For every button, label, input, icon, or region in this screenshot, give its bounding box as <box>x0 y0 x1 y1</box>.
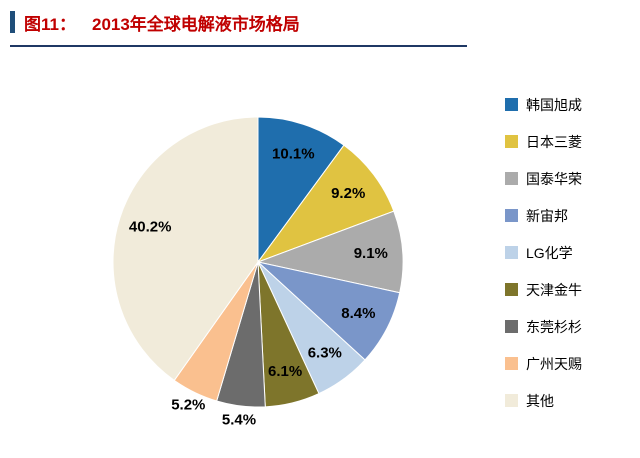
legend-swatch <box>505 357 518 370</box>
legend-swatch <box>505 209 518 222</box>
figure-header: 图11： 2013年全球电解液市场格局 <box>10 10 300 34</box>
pie-value-label: 6.3% <box>308 344 342 361</box>
legend-label: 广州天赐 <box>526 355 582 372</box>
legend-item: 韩国旭成 <box>505 95 582 114</box>
pie-slice-2 <box>256 210 404 294</box>
legend-item: 日本三菱 <box>505 132 582 151</box>
pie-value-label: 6.1% <box>268 363 302 380</box>
pie-value-label: 9.2% <box>331 185 365 202</box>
legend-swatch <box>505 283 518 296</box>
legend-label: 日本三菱 <box>526 133 582 150</box>
legend-swatch <box>505 394 518 407</box>
pie-chart: 10.1% 9.2% 9.1% 8.4% 6.3% 6.1% 5.4% 5.2% 40.2% <box>112 116 404 428</box>
pie-slice-1 <box>256 144 395 264</box>
legend-swatch <box>505 172 518 185</box>
legend-label: 天津金牛 <box>526 281 582 298</box>
legend-label: 其他 <box>526 392 554 409</box>
legend-swatch <box>505 135 518 148</box>
legend-label: 东莞杉杉 <box>526 318 582 335</box>
pie-slice-0 <box>257 116 345 264</box>
title-underline <box>10 45 467 47</box>
legend-item: 东莞杉杉 <box>505 317 582 336</box>
legend-label: 国泰华荣 <box>526 170 582 187</box>
legend-item: LG化学 <box>505 243 582 262</box>
legend-item: 天津金牛 <box>505 280 582 299</box>
legend-swatch <box>505 246 518 259</box>
pie-value-label: 8.4% <box>341 305 375 322</box>
title-accent-bar <box>10 11 15 33</box>
pie-value-label: 5.4% <box>222 411 256 428</box>
pie-slice-8 <box>112 116 259 382</box>
legend-item: 国泰华荣 <box>505 169 582 188</box>
pie-value-label: 40.2% <box>129 219 172 236</box>
legend-item: 新宙邦 <box>505 206 582 225</box>
legend-label: LG化学 <box>526 244 573 261</box>
legend-item: 其他 <box>505 391 582 410</box>
legend-label: 新宙邦 <box>526 207 568 224</box>
legend: 韩国旭成日本三菱国泰华荣新宙邦 LG化学天津金牛东莞杉杉广州天赐其他 <box>505 95 582 428</box>
legend-swatch <box>505 98 518 111</box>
pie-value-label: 10.1% <box>272 145 315 162</box>
chart-title: 2013年全球电解液市场格局 <box>91 14 300 34</box>
legend-item: 广州天赐 <box>505 354 582 373</box>
figure-number-label: 图11： <box>24 14 76 34</box>
pie-value-label: 5.2% <box>171 396 205 413</box>
pie-value-label: 9.1% <box>354 245 388 262</box>
legend-label: 韩国旭成 <box>526 96 582 113</box>
legend-swatch <box>505 320 518 333</box>
